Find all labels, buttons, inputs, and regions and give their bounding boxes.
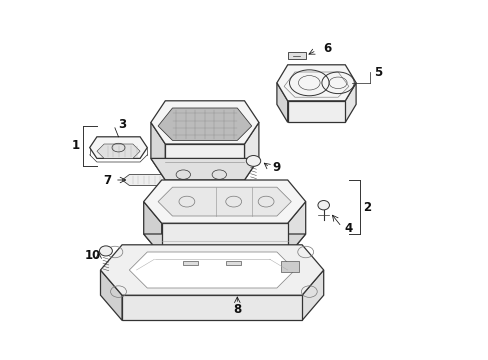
Polygon shape [158, 187, 291, 216]
Polygon shape [143, 202, 162, 256]
Polygon shape [143, 234, 305, 256]
Polygon shape [151, 101, 258, 144]
Text: 1: 1 [71, 139, 79, 152]
Polygon shape [162, 223, 287, 256]
Polygon shape [165, 144, 244, 180]
Polygon shape [151, 122, 165, 180]
Ellipse shape [317, 201, 329, 210]
Text: 10: 10 [85, 249, 101, 262]
Text: 9: 9 [272, 161, 281, 174]
Polygon shape [129, 252, 294, 288]
Polygon shape [276, 83, 287, 122]
Ellipse shape [99, 246, 112, 256]
Polygon shape [287, 101, 345, 122]
Polygon shape [101, 270, 122, 320]
Polygon shape [226, 261, 241, 265]
Polygon shape [287, 202, 305, 256]
Polygon shape [97, 144, 140, 158]
Polygon shape [276, 65, 355, 101]
Text: 6: 6 [323, 42, 331, 55]
Text: 7: 7 [103, 174, 112, 186]
Polygon shape [158, 108, 251, 140]
Polygon shape [122, 295, 302, 320]
Polygon shape [122, 175, 172, 185]
Text: 5: 5 [373, 66, 381, 78]
Polygon shape [143, 180, 305, 223]
Polygon shape [101, 245, 323, 295]
Polygon shape [89, 137, 147, 158]
Ellipse shape [246, 156, 260, 166]
Text: 3: 3 [118, 118, 126, 131]
Polygon shape [302, 270, 323, 320]
Text: 4: 4 [344, 222, 352, 235]
Polygon shape [183, 261, 197, 265]
Polygon shape [345, 83, 355, 122]
Polygon shape [280, 261, 298, 272]
Polygon shape [151, 158, 258, 180]
Polygon shape [244, 122, 258, 180]
Text: 2: 2 [362, 201, 370, 213]
Polygon shape [287, 52, 305, 59]
Text: 8: 8 [233, 303, 241, 316]
